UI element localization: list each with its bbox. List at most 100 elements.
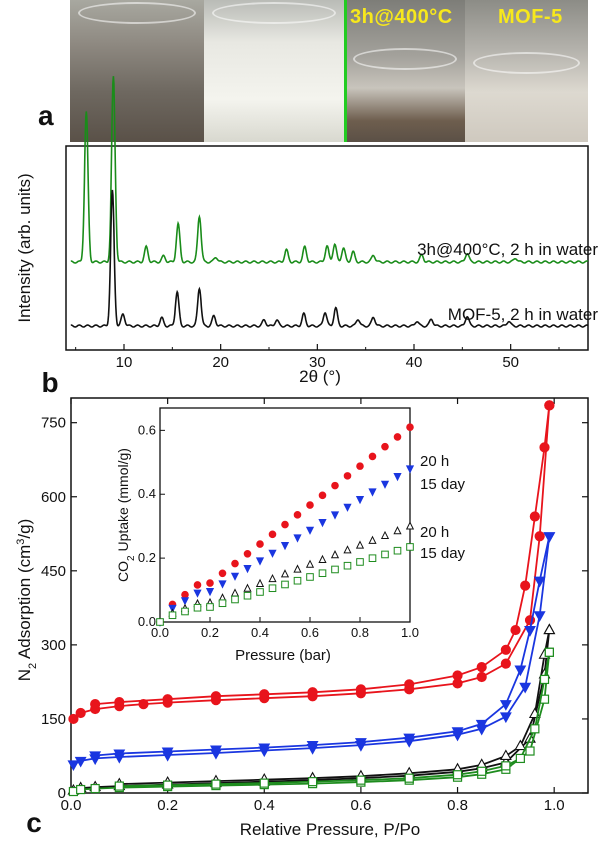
inset-series-2-point: [280, 569, 290, 578]
inset-series-3-point: [356, 558, 364, 566]
xrd-x-axis-label: 2θ (°): [299, 367, 341, 386]
iso-series-1-point: [67, 760, 80, 771]
iso-series-1-point: [451, 727, 464, 738]
photo-jar-mof5: [465, 0, 588, 142]
iso-x-axis-label: Relative Pressure, P/Po: [240, 820, 420, 839]
xrd-series-label: MOF-5, 2 h in water: [448, 305, 599, 324]
photo-jar-3h400c: [345, 0, 465, 142]
iso-plot-frame: [70, 397, 589, 794]
iso-series-2-point: [499, 749, 512, 761]
inset-series-3-point: [318, 569, 327, 578]
inset-series-1-point: [268, 549, 277, 558]
iso-series-1-point: [89, 751, 102, 763]
inset-series-3-point: [193, 603, 202, 612]
inset-series-0-point: [318, 491, 327, 500]
iso-series-3-point: [259, 778, 269, 788]
inset-series-0-point: [381, 442, 389, 451]
iso-series-0-point: [452, 670, 463, 681]
iso-y-tick-label: 750: [41, 415, 66, 432]
photo-label-3h400c: 3h@400°C: [350, 6, 453, 28]
inset-series-3-point: [343, 561, 352, 570]
iso-series-0-point: [539, 442, 550, 453]
iso-series-0-point: [75, 707, 86, 719]
inset-x-tick-label: 1.0: [401, 625, 419, 640]
inset-series-1-point: [393, 473, 402, 482]
iso-series-3-point: [90, 783, 100, 794]
iso-series-0-point: [114, 697, 125, 708]
iso-y-tick-label: 300: [41, 637, 66, 654]
iso-series-2-point: [514, 739, 527, 751]
inset-series-1-point: [205, 588, 215, 597]
photo-divider: [344, 0, 347, 142]
iso-series-3-point: [515, 753, 525, 764]
panel-letter-a: a: [38, 100, 54, 131]
jar-rim: [473, 52, 580, 74]
iso-series-1-point: [524, 626, 536, 637]
inset-series-2-point: [368, 535, 377, 544]
xrd-series-line-3h400c: [70, 76, 589, 264]
inset-series-2-point: [255, 578, 265, 587]
inset-series-3-point: [231, 595, 239, 604]
inset-series-1-point: [180, 597, 190, 606]
inset-legend-label: 15 day: [420, 476, 466, 493]
inset-series-0-point: [256, 540, 264, 548]
inset-x-tick-label: 0.2: [201, 625, 219, 640]
iso-series-1-point: [533, 611, 546, 622]
iso-series-3-point: [114, 781, 124, 791]
iso-y-tick-label: 0: [58, 785, 66, 802]
inset-series-0-point: [293, 511, 302, 519]
iso-series-3-point: [404, 773, 414, 783]
inset-series-1-point: [343, 503, 352, 512]
inset-series-0-point: [406, 423, 414, 431]
inset-series-2-point: [230, 588, 240, 597]
iso-series-0-point: [259, 689, 270, 700]
inset-series-0-point: [268, 530, 277, 539]
inset-series-2-point: [268, 573, 277, 583]
iso-series-0-point: [355, 684, 367, 695]
xrd-series-label: 3h@400°C, 2 h in water: [417, 240, 598, 259]
inset-series-0-point: [193, 581, 202, 589]
iso-series-0-point: [500, 644, 511, 655]
inset-series-1-point: [330, 511, 340, 520]
inset-series-1-point: [405, 465, 415, 474]
inset-series-3-point: [368, 554, 377, 562]
iso-series-3-point: [163, 780, 173, 790]
inset-series-3-point: [218, 599, 227, 608]
iso-series-0-point: [90, 699, 101, 710]
inset-series-3-point: [281, 580, 289, 589]
iso-series-0-point: [500, 658, 511, 669]
inset-series-0-point: [206, 579, 214, 587]
iso-x-tick-label: 0.6: [350, 797, 371, 814]
xrd-x-tick-label: 30: [309, 354, 326, 371]
iso-x-tick-label: 0.8: [447, 797, 468, 814]
inset-series-1-point: [230, 572, 240, 581]
iso-y-tick-label: 600: [41, 489, 66, 506]
iso-series-3-point: [452, 770, 463, 780]
inset-series-2-point: [318, 554, 327, 564]
xrd-y-axis-label: Intensity (arb. units): [15, 173, 34, 322]
inset-series-3-point: [243, 591, 252, 600]
xrd-series-line-mof5: [70, 189, 589, 328]
iso-series-0-point: [520, 580, 531, 591]
inset-series-0-point: [343, 472, 352, 480]
inset-series-0-point: [368, 452, 377, 461]
inset-series-1-point: [280, 542, 290, 551]
inset-series-1-point: [318, 519, 327, 528]
iso-series-1-point: [543, 532, 556, 543]
inset-series-1-point: [255, 557, 265, 566]
inset-series-3-point: [406, 543, 414, 551]
iso-series-3-point: [356, 775, 366, 785]
inset-series-2-point: [393, 526, 402, 535]
inset-series-2-point: [330, 550, 340, 559]
iso-series-2-desorption-line: [119, 629, 551, 785]
iso-series-0-desorption-line: [95, 405, 551, 705]
iso-series-1-point: [258, 743, 271, 755]
iso-series-1-point: [403, 733, 416, 745]
jar-rim: [353, 48, 457, 70]
inset-series-3-point: [206, 603, 214, 611]
iso-series-1-point: [210, 745, 222, 757]
iso-y-tick-label: 450: [41, 563, 66, 580]
iso-series-0-point: [476, 661, 487, 673]
inset-series-0-point: [181, 590, 189, 599]
